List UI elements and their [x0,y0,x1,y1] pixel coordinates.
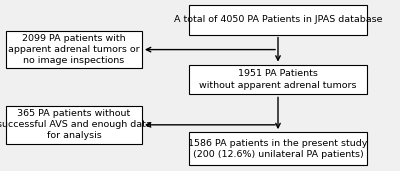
Text: 1586 PA patients in the present study
(200 (12.6%) unilateral PA patients): 1586 PA patients in the present study (2… [188,139,368,159]
Text: A total of 4050 PA Patients in JPAS database: A total of 4050 PA Patients in JPAS data… [174,15,382,24]
Text: 1951 PA Patients
without apparent adrenal tumors: 1951 PA Patients without apparent adrena… [199,69,357,90]
Text: 365 PA patients without
successful AVS and enough data
for analysis: 365 PA patients without successful AVS a… [0,109,151,140]
FancyBboxPatch shape [189,5,367,35]
Text: 2099 PA patients with
apparent adrenal tumors or
no image inspections: 2099 PA patients with apparent adrenal t… [8,34,140,65]
FancyBboxPatch shape [189,65,367,94]
FancyBboxPatch shape [6,106,142,144]
FancyBboxPatch shape [6,31,142,68]
FancyBboxPatch shape [189,132,367,166]
